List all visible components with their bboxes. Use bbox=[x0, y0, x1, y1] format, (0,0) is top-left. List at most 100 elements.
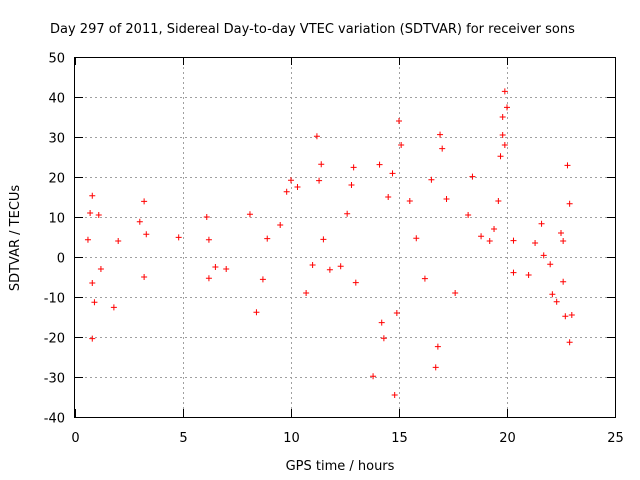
data-point bbox=[432, 364, 439, 371]
x-tick-label: 0 bbox=[71, 431, 79, 446]
data-point bbox=[389, 170, 396, 177]
data-point bbox=[378, 319, 385, 326]
data-point bbox=[141, 198, 148, 205]
data-point bbox=[497, 153, 504, 160]
data-point bbox=[525, 272, 532, 278]
x-tick-label: 15 bbox=[391, 431, 408, 446]
data-point bbox=[413, 235, 420, 242]
data-point bbox=[352, 279, 359, 286]
data-point bbox=[320, 236, 327, 243]
y-tick-label: -20 bbox=[44, 332, 65, 347]
x-tick-label: 25 bbox=[607, 431, 624, 446]
x-axis-label: GPS time / hours bbox=[286, 459, 395, 474]
data-point bbox=[175, 234, 182, 241]
data-point bbox=[309, 262, 316, 268]
data-point bbox=[547, 261, 554, 268]
data-point bbox=[316, 177, 323, 184]
data-point bbox=[452, 290, 459, 296]
data-point bbox=[110, 304, 117, 311]
data-point bbox=[87, 210, 94, 216]
data-point bbox=[566, 200, 573, 207]
data-point bbox=[350, 164, 357, 171]
y-tick-label: 20 bbox=[48, 172, 65, 187]
y-tick-label: 30 bbox=[48, 132, 65, 147]
data-point bbox=[560, 238, 567, 244]
data-point bbox=[564, 162, 571, 169]
data-point bbox=[337, 263, 344, 270]
data-point bbox=[510, 269, 517, 276]
data-point bbox=[380, 335, 387, 342]
tick-layer: -40 -30 -20 -10 0 10 20 30 40 50 0 5 10 15 20 25 bbox=[44, 52, 624, 447]
data-point bbox=[398, 142, 405, 148]
data-point bbox=[326, 266, 333, 273]
y-tick-label: 10 bbox=[48, 212, 65, 227]
data-point bbox=[115, 238, 122, 244]
data-point bbox=[478, 233, 485, 240]
x-tick-label: 5 bbox=[179, 431, 187, 446]
data-point bbox=[562, 313, 569, 320]
data-point bbox=[303, 290, 310, 296]
data-point bbox=[549, 291, 556, 298]
data-point bbox=[95, 212, 102, 218]
grid-layer bbox=[75, 57, 615, 417]
data-point bbox=[143, 231, 150, 238]
data-point bbox=[434, 343, 441, 350]
y-tick-label: 50 bbox=[48, 52, 65, 67]
data-point bbox=[141, 274, 148, 280]
data-point bbox=[288, 177, 294, 184]
x-tick-label: 10 bbox=[283, 431, 300, 446]
data-point bbox=[443, 196, 450, 202]
data-point bbox=[91, 299, 98, 306]
data-point bbox=[283, 188, 290, 195]
data-point bbox=[391, 392, 398, 398]
data-point bbox=[205, 236, 212, 243]
y-tick-label: 40 bbox=[48, 92, 65, 107]
data-point bbox=[465, 212, 472, 218]
data-point bbox=[439, 145, 446, 152]
data-point bbox=[136, 218, 143, 225]
y-tick-label: 0 bbox=[57, 252, 65, 267]
y-axis-label: SDTVAR / TECUs bbox=[8, 185, 23, 292]
data-point bbox=[437, 131, 444, 138]
data-point bbox=[568, 312, 575, 318]
chart-title: Day 297 of 2011, Sidereal Day-to-day VTE… bbox=[50, 22, 575, 37]
data-point bbox=[469, 173, 476, 180]
data-point bbox=[223, 266, 230, 272]
data-point bbox=[89, 335, 96, 342]
data-point bbox=[486, 238, 493, 244]
data-point bbox=[501, 142, 508, 148]
data-point bbox=[538, 220, 545, 227]
data-point bbox=[277, 222, 284, 228]
data-point bbox=[553, 298, 560, 305]
data-point bbox=[376, 161, 383, 168]
data-point bbox=[84, 236, 91, 243]
data-point bbox=[421, 275, 428, 282]
data-point bbox=[532, 240, 539, 246]
y-tick-label: -40 bbox=[44, 412, 65, 427]
data-point bbox=[501, 88, 508, 95]
data-point bbox=[385, 194, 392, 200]
data-point bbox=[89, 280, 96, 286]
x-tick-label: 20 bbox=[499, 431, 516, 446]
data-point bbox=[264, 235, 271, 242]
data-point bbox=[560, 278, 567, 285]
data-point bbox=[344, 210, 351, 217]
data-point bbox=[495, 198, 502, 204]
data-point bbox=[97, 266, 104, 272]
data-point bbox=[259, 276, 266, 283]
plot-frame bbox=[74, 57, 616, 418]
data-point bbox=[253, 309, 260, 316]
data-point bbox=[203, 214, 210, 220]
data-point bbox=[491, 226, 498, 232]
y-tick-label: -10 bbox=[44, 292, 65, 307]
data-point bbox=[294, 184, 301, 190]
data-point bbox=[540, 252, 547, 259]
data-point bbox=[313, 133, 320, 140]
data-point bbox=[212, 264, 219, 270]
data-point bbox=[396, 118, 402, 124]
data-point bbox=[566, 339, 573, 346]
data-point bbox=[406, 198, 413, 204]
data-point bbox=[504, 104, 510, 111]
data-point bbox=[510, 237, 517, 244]
